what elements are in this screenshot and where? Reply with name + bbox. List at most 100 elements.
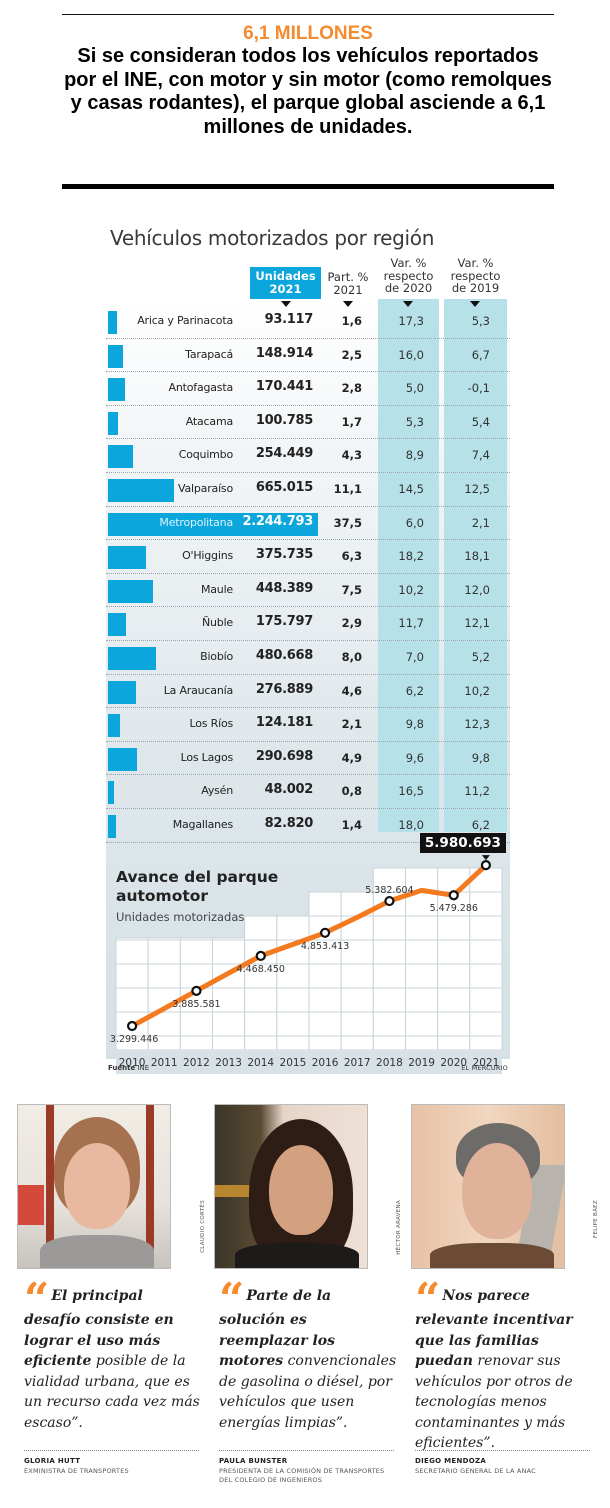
table-row: La Araucanía 276.889 4,6 6,2 10,2 bbox=[106, 675, 510, 709]
table-row: Atacama 100.785 1,7 5,3 5,4 bbox=[106, 406, 510, 440]
data-label: 5.382.604 bbox=[365, 885, 413, 896]
region-bar bbox=[108, 512, 318, 536]
x-tick-label: 2010 bbox=[119, 1057, 146, 1069]
portrait-diego-mendoza bbox=[411, 1104, 565, 1269]
data-point bbox=[191, 985, 202, 996]
callout-kicker: 6,1 MILLONES bbox=[243, 23, 373, 44]
x-tick-label: 2016 bbox=[312, 1057, 339, 1069]
region-name: Aysén bbox=[201, 784, 233, 798]
region-name: Atacama bbox=[185, 414, 233, 428]
series-line bbox=[130, 863, 488, 1029]
var-2020-value: 6,0 bbox=[405, 515, 424, 530]
x-tick-label: 2019 bbox=[408, 1057, 435, 1069]
grid-column bbox=[244, 915, 278, 1051]
var-2019-value: 5,2 bbox=[471, 650, 490, 664]
part-value: 2,1 bbox=[341, 717, 362, 732]
units-value: 665.015 bbox=[255, 480, 313, 495]
callout-box: 6,1 MILLONES Si se consideran todos los … bbox=[62, 14, 554, 139]
units-value: 124.181 bbox=[255, 715, 313, 731]
region-name: La Araucanía bbox=[163, 683, 233, 697]
table-row: Biobío 480.668 8,0 7,0 5,2 bbox=[106, 641, 510, 675]
data-label: 5.479.286 bbox=[430, 903, 478, 914]
x-tick-label: 2013 bbox=[215, 1057, 242, 1069]
units-value: 148.914 bbox=[255, 345, 313, 361]
region-name: Arica y Parinacota bbox=[137, 314, 233, 327]
part-value: 7,5 bbox=[341, 582, 362, 597]
data-point bbox=[384, 895, 395, 907]
quote-diego-mendoza: “Nos parece relevante incentivar que las… bbox=[415, 1278, 595, 1454]
region-bar bbox=[108, 411, 119, 435]
quote-bold: Nos parece relevante incentivar que las … bbox=[415, 1288, 573, 1369]
quote-bold: Parte de la solución es reemplazar los m… bbox=[219, 1288, 335, 1369]
units-value: 254.449 bbox=[255, 446, 313, 462]
table-row: Maule 448.389 7,5 10,2 12,0 bbox=[106, 574, 510, 608]
units-value: 100.785 bbox=[255, 412, 313, 428]
data-label: 4.853.413 bbox=[301, 941, 349, 952]
data-label: 3.885.581 bbox=[172, 999, 220, 1010]
grid-column bbox=[115, 937, 149, 1051]
table-row: O'Higgins 375.735 6,3 18,2 18,1 bbox=[106, 540, 510, 574]
var-2019-value: 5,3 bbox=[471, 314, 490, 328]
units-value: 170.441 bbox=[255, 379, 313, 395]
arrow-down-icon bbox=[281, 301, 291, 307]
grid-column bbox=[276, 915, 310, 1051]
var-2019-value: 9,8 bbox=[471, 750, 490, 765]
units-value: 48.002 bbox=[264, 782, 314, 798]
source-note: Fuente INE bbox=[108, 1064, 149, 1072]
header-var-2019: Var. % respecto de 2019 bbox=[450, 256, 501, 295]
region-bar bbox=[108, 613, 126, 637]
region-bar bbox=[108, 344, 123, 368]
portrait-paula-bunster bbox=[214, 1104, 368, 1269]
units-value: 93.117 bbox=[264, 312, 314, 327]
table-row: Aysén 48.002 0,8 16,5 11,2 bbox=[106, 775, 510, 809]
table-row: Coquimbo 254.449 4,3 8,9 7,4 bbox=[106, 439, 510, 473]
var-2019-value: 12,5 bbox=[464, 482, 490, 496]
line-chart: 2010 2011 2012 2013 2014 2015 2016 2017 2018 2019… bbox=[106, 830, 510, 1084]
part-value: 4,6 bbox=[341, 683, 362, 698]
quote-author-role: EXMINISTRA DE TRANSPORTES bbox=[24, 1467, 129, 1475]
x-tick-label: 2020 bbox=[440, 1057, 467, 1069]
source-value: INE bbox=[137, 1064, 150, 1072]
var-2020-value: 9,8 bbox=[405, 717, 424, 732]
region-bar bbox=[108, 680, 136, 704]
arrow-down-icon bbox=[403, 301, 413, 307]
var-2020-value: 10,2 bbox=[398, 582, 424, 597]
header-part-2021: Part. % 2021 bbox=[327, 270, 369, 297]
var-2020-value: 17,3 bbox=[398, 314, 424, 328]
data-point bbox=[255, 950, 266, 961]
quote-divider bbox=[415, 1450, 590, 1451]
region-name: Ñuble bbox=[201, 616, 233, 630]
data-point bbox=[126, 1020, 138, 1032]
var-2019-value: 12,1 bbox=[464, 616, 490, 631]
table-row: Valparaíso 665.015 11,1 14,5 12,5 bbox=[106, 473, 510, 507]
data-label: 4.468.450 bbox=[237, 964, 285, 975]
var-2020-value: 11,7 bbox=[398, 616, 424, 631]
region-bar bbox=[108, 714, 121, 738]
quote-rest: posible de la vialidad urbana, que es un… bbox=[24, 1353, 200, 1431]
quote-divider bbox=[219, 1450, 394, 1451]
var-2019-value: 6,7 bbox=[471, 347, 490, 362]
region-name: Coquimbo bbox=[178, 448, 233, 462]
x-axis-band bbox=[116, 1050, 502, 1074]
header-units-2021: Unidades 2021 bbox=[250, 267, 321, 299]
part-value: 8,0 bbox=[341, 650, 362, 664]
var-2020-value: 6,2 bbox=[405, 683, 424, 698]
region-name: Magallanes bbox=[172, 818, 233, 831]
arrow-down-icon bbox=[343, 301, 353, 307]
quote-paula-bunster: “Parte de la solución es reemplazar los … bbox=[219, 1278, 399, 1433]
x-tick-label: 2021 bbox=[473, 1057, 500, 1069]
quote-author-role: SECRETARIO GENERAL DE LA ANAC bbox=[415, 1467, 536, 1475]
part-value: 4,9 bbox=[341, 750, 362, 765]
units-value: 375.735 bbox=[255, 547, 313, 563]
arrow-down-icon bbox=[470, 301, 480, 307]
region-bar bbox=[108, 579, 153, 603]
region-bar bbox=[108, 815, 117, 838]
var-2019-value: 6,2 bbox=[471, 818, 490, 832]
quote-rest: renovar sus vehículos por otros de tecno… bbox=[415, 1353, 573, 1451]
callout-rule bbox=[62, 184, 554, 189]
region-name: Los Ríos bbox=[189, 717, 234, 731]
quote-author-name: DIEGO MENDOZA bbox=[415, 1457, 487, 1465]
table-row: Metropolitana 2.244.793 37,5 6,0 2,1 bbox=[106, 507, 510, 541]
infographic: Vehículos motorizados por región Unidade… bbox=[106, 224, 510, 1084]
grid-column bbox=[147, 937, 181, 1051]
